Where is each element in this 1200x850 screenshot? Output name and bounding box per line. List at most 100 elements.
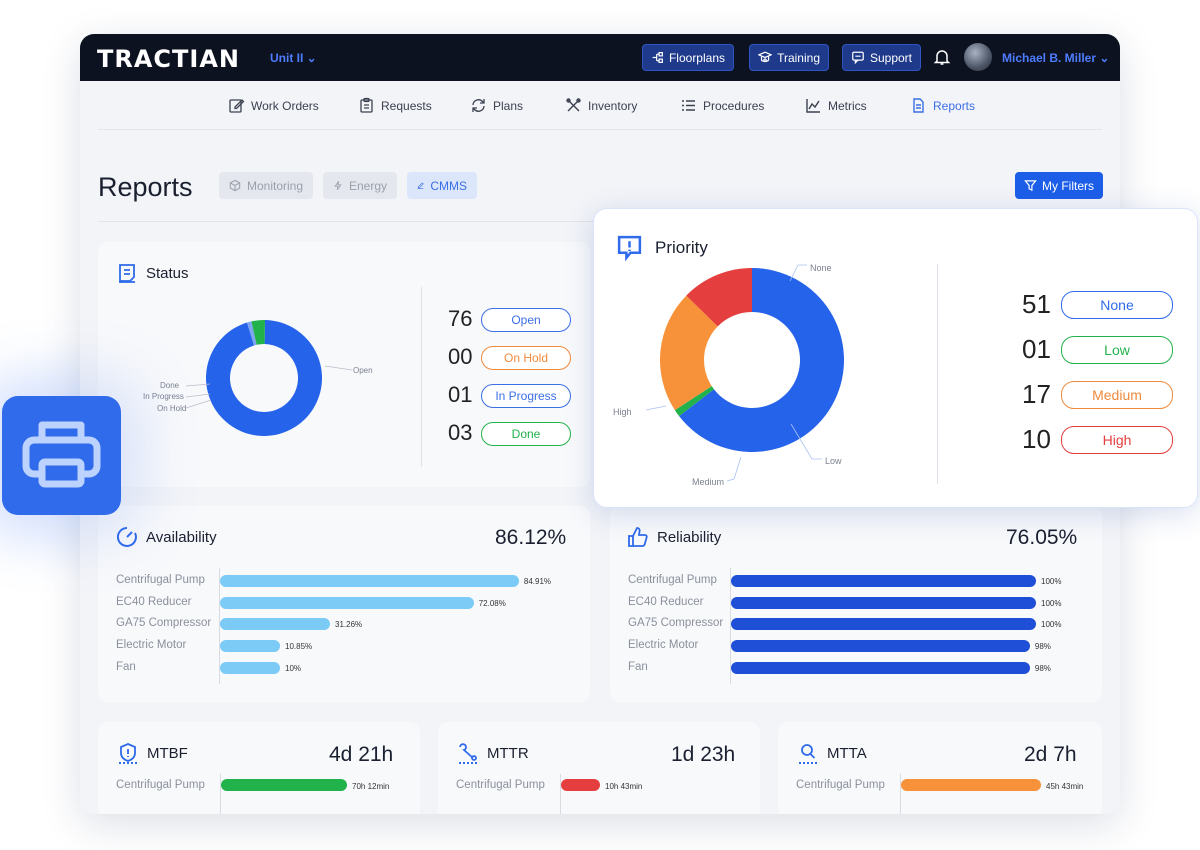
priority-title: Priority bbox=[616, 234, 708, 261]
reliability-title: Reliability bbox=[627, 526, 721, 548]
my-filters-button[interactable]: My Filters bbox=[1015, 172, 1103, 199]
legend-badge-high[interactable]: High bbox=[1061, 426, 1173, 454]
nav-requests[interactable]: Requests bbox=[358, 97, 432, 114]
bar bbox=[731, 596, 1036, 609]
avatar[interactable] bbox=[964, 43, 992, 71]
bar-value: 98% bbox=[1034, 642, 1051, 652]
bar bbox=[220, 596, 474, 609]
mtta-axis bbox=[900, 774, 901, 814]
filter-monitoring[interactable]: Monitoring bbox=[219, 172, 313, 199]
reliability-value: 76.05% bbox=[1006, 526, 1078, 549]
legend-count: 03 bbox=[448, 420, 473, 445]
mtbf-bar-label: Centrifugal Pump bbox=[116, 779, 205, 791]
legend-count: 51 bbox=[1022, 289, 1051, 319]
status-icon bbox=[119, 264, 135, 283]
donut-slice-medium bbox=[660, 295, 718, 411]
bar-value: 10% bbox=[285, 663, 302, 673]
donut-slice-none bbox=[679, 268, 844, 452]
unit-selector[interactable]: Unit II ⌄ bbox=[270, 51, 317, 65]
thumbs-up-icon bbox=[628, 527, 648, 547]
tools-icon bbox=[566, 98, 581, 112]
donut-slice-in-progress bbox=[247, 321, 257, 346]
nav-label: Metrics bbox=[828, 98, 867, 113]
bar-value: 100% bbox=[1041, 620, 1062, 630]
legend-badge-medium[interactable]: Medium bbox=[1061, 381, 1173, 409]
legend-badge-none[interactable]: None bbox=[1061, 291, 1173, 319]
availability-value: 86.12% bbox=[495, 526, 567, 549]
bar-value: 31.26% bbox=[335, 620, 363, 630]
filter-energy[interactable]: Energy bbox=[323, 172, 397, 199]
pencil-icon bbox=[417, 182, 424, 189]
search-icon bbox=[799, 744, 817, 764]
nav-work-orders[interactable]: Work Orders bbox=[228, 97, 319, 114]
filter-icon bbox=[1024, 180, 1037, 192]
legend-badge-on-hold[interactable]: On Hold bbox=[481, 346, 571, 370]
availability-card: Availability 86.12% Centrifugal Pump 84.9… bbox=[98, 506, 590, 702]
nav-label: Plans bbox=[493, 98, 524, 113]
mtbf-axis bbox=[220, 774, 221, 814]
bar bbox=[731, 575, 1036, 587]
print-button[interactable] bbox=[2, 396, 121, 515]
mtta-title-text: MTTA bbox=[827, 744, 867, 762]
top-bar: TRACTIAN Unit II ⌄ Floorplans Training S… bbox=[80, 34, 1120, 81]
bar-value: 100% bbox=[1041, 598, 1062, 608]
lightning-icon bbox=[334, 180, 342, 191]
user-menu[interactable]: Michael B. Miller ⌄ bbox=[1002, 51, 1110, 65]
training-button[interactable]: Training bbox=[749, 44, 829, 71]
shield-icon bbox=[119, 743, 137, 764]
support-button[interactable]: Support bbox=[842, 44, 921, 71]
mtbf-title: MTBF bbox=[117, 742, 188, 764]
document-icon bbox=[913, 98, 924, 113]
bar bbox=[731, 618, 1036, 631]
mtta-bar-value: 45h 43min bbox=[1046, 782, 1084, 791]
bar-label: Fan bbox=[628, 660, 648, 673]
bar bbox=[220, 661, 280, 674]
legend-badge-open[interactable]: Open bbox=[481, 308, 571, 332]
filter-cmms[interactable]: CMMS bbox=[407, 172, 477, 199]
bar-label: EC40 Reducer bbox=[116, 595, 192, 608]
bar-value: 10.85% bbox=[285, 642, 313, 652]
bell-icon[interactable] bbox=[933, 48, 951, 66]
gauge-icon bbox=[116, 526, 137, 547]
bar-value: 100% bbox=[1041, 577, 1062, 586]
chart-icon bbox=[806, 99, 820, 113]
bar bbox=[731, 661, 1030, 674]
legend-badge-low[interactable]: Low bbox=[1061, 336, 1173, 364]
bar bbox=[731, 640, 1030, 653]
priority-label-high: High bbox=[613, 407, 632, 417]
mtta-card: MTTA 2d 7h Centrifugal Pump 45h 43min bbox=[778, 722, 1102, 814]
support-label: Support bbox=[869, 50, 912, 65]
nav-metrics[interactable]: Metrics bbox=[805, 97, 867, 114]
printer-icon bbox=[22, 421, 101, 488]
mtta-bar-label: Centrifugal Pump bbox=[796, 779, 885, 791]
priority-label-none: None bbox=[810, 263, 832, 273]
nav-procedures[interactable]: Procedures bbox=[680, 97, 764, 114]
bar bbox=[220, 575, 519, 587]
filter-label: CMMS bbox=[430, 178, 467, 193]
nav-plans[interactable]: Plans bbox=[470, 97, 523, 114]
logo[interactable]: TRACTIAN bbox=[97, 45, 240, 73]
bar-label: GA75 Compressor bbox=[628, 617, 724, 630]
nav-label: Inventory bbox=[588, 98, 638, 113]
nav-divider bbox=[98, 129, 1102, 130]
nav-reports[interactable]: Reports bbox=[910, 97, 975, 114]
nav-label: Procedures bbox=[703, 98, 765, 113]
mtbf-card: MTBF 4d 21h Centrifugal Pump 70h 12min bbox=[98, 722, 420, 814]
clipboard-icon bbox=[360, 97, 373, 113]
legend-badge-done[interactable]: Done bbox=[481, 422, 571, 446]
main-nav: Work Orders Requests Plans Inventory Pro… bbox=[80, 81, 1120, 129]
priority-donut-chart bbox=[645, 264, 844, 482]
legend-count: 00 bbox=[448, 344, 473, 369]
mttr-bar bbox=[561, 779, 600, 791]
legend-count: 17 bbox=[1022, 379, 1051, 409]
support-icon bbox=[852, 51, 864, 65]
bar-label: Electric Motor bbox=[628, 639, 699, 652]
legend-badge-in-progress[interactable]: In Progress bbox=[481, 384, 571, 408]
bar-axis bbox=[219, 568, 220, 684]
nav-inventory[interactable]: Inventory bbox=[565, 97, 637, 114]
floorplans-button[interactable]: Floorplans bbox=[642, 44, 734, 71]
refresh-icon bbox=[472, 99, 485, 112]
edit-icon bbox=[229, 99, 245, 113]
donut-slice-done bbox=[251, 320, 266, 345]
priority-alert-icon bbox=[617, 235, 642, 261]
